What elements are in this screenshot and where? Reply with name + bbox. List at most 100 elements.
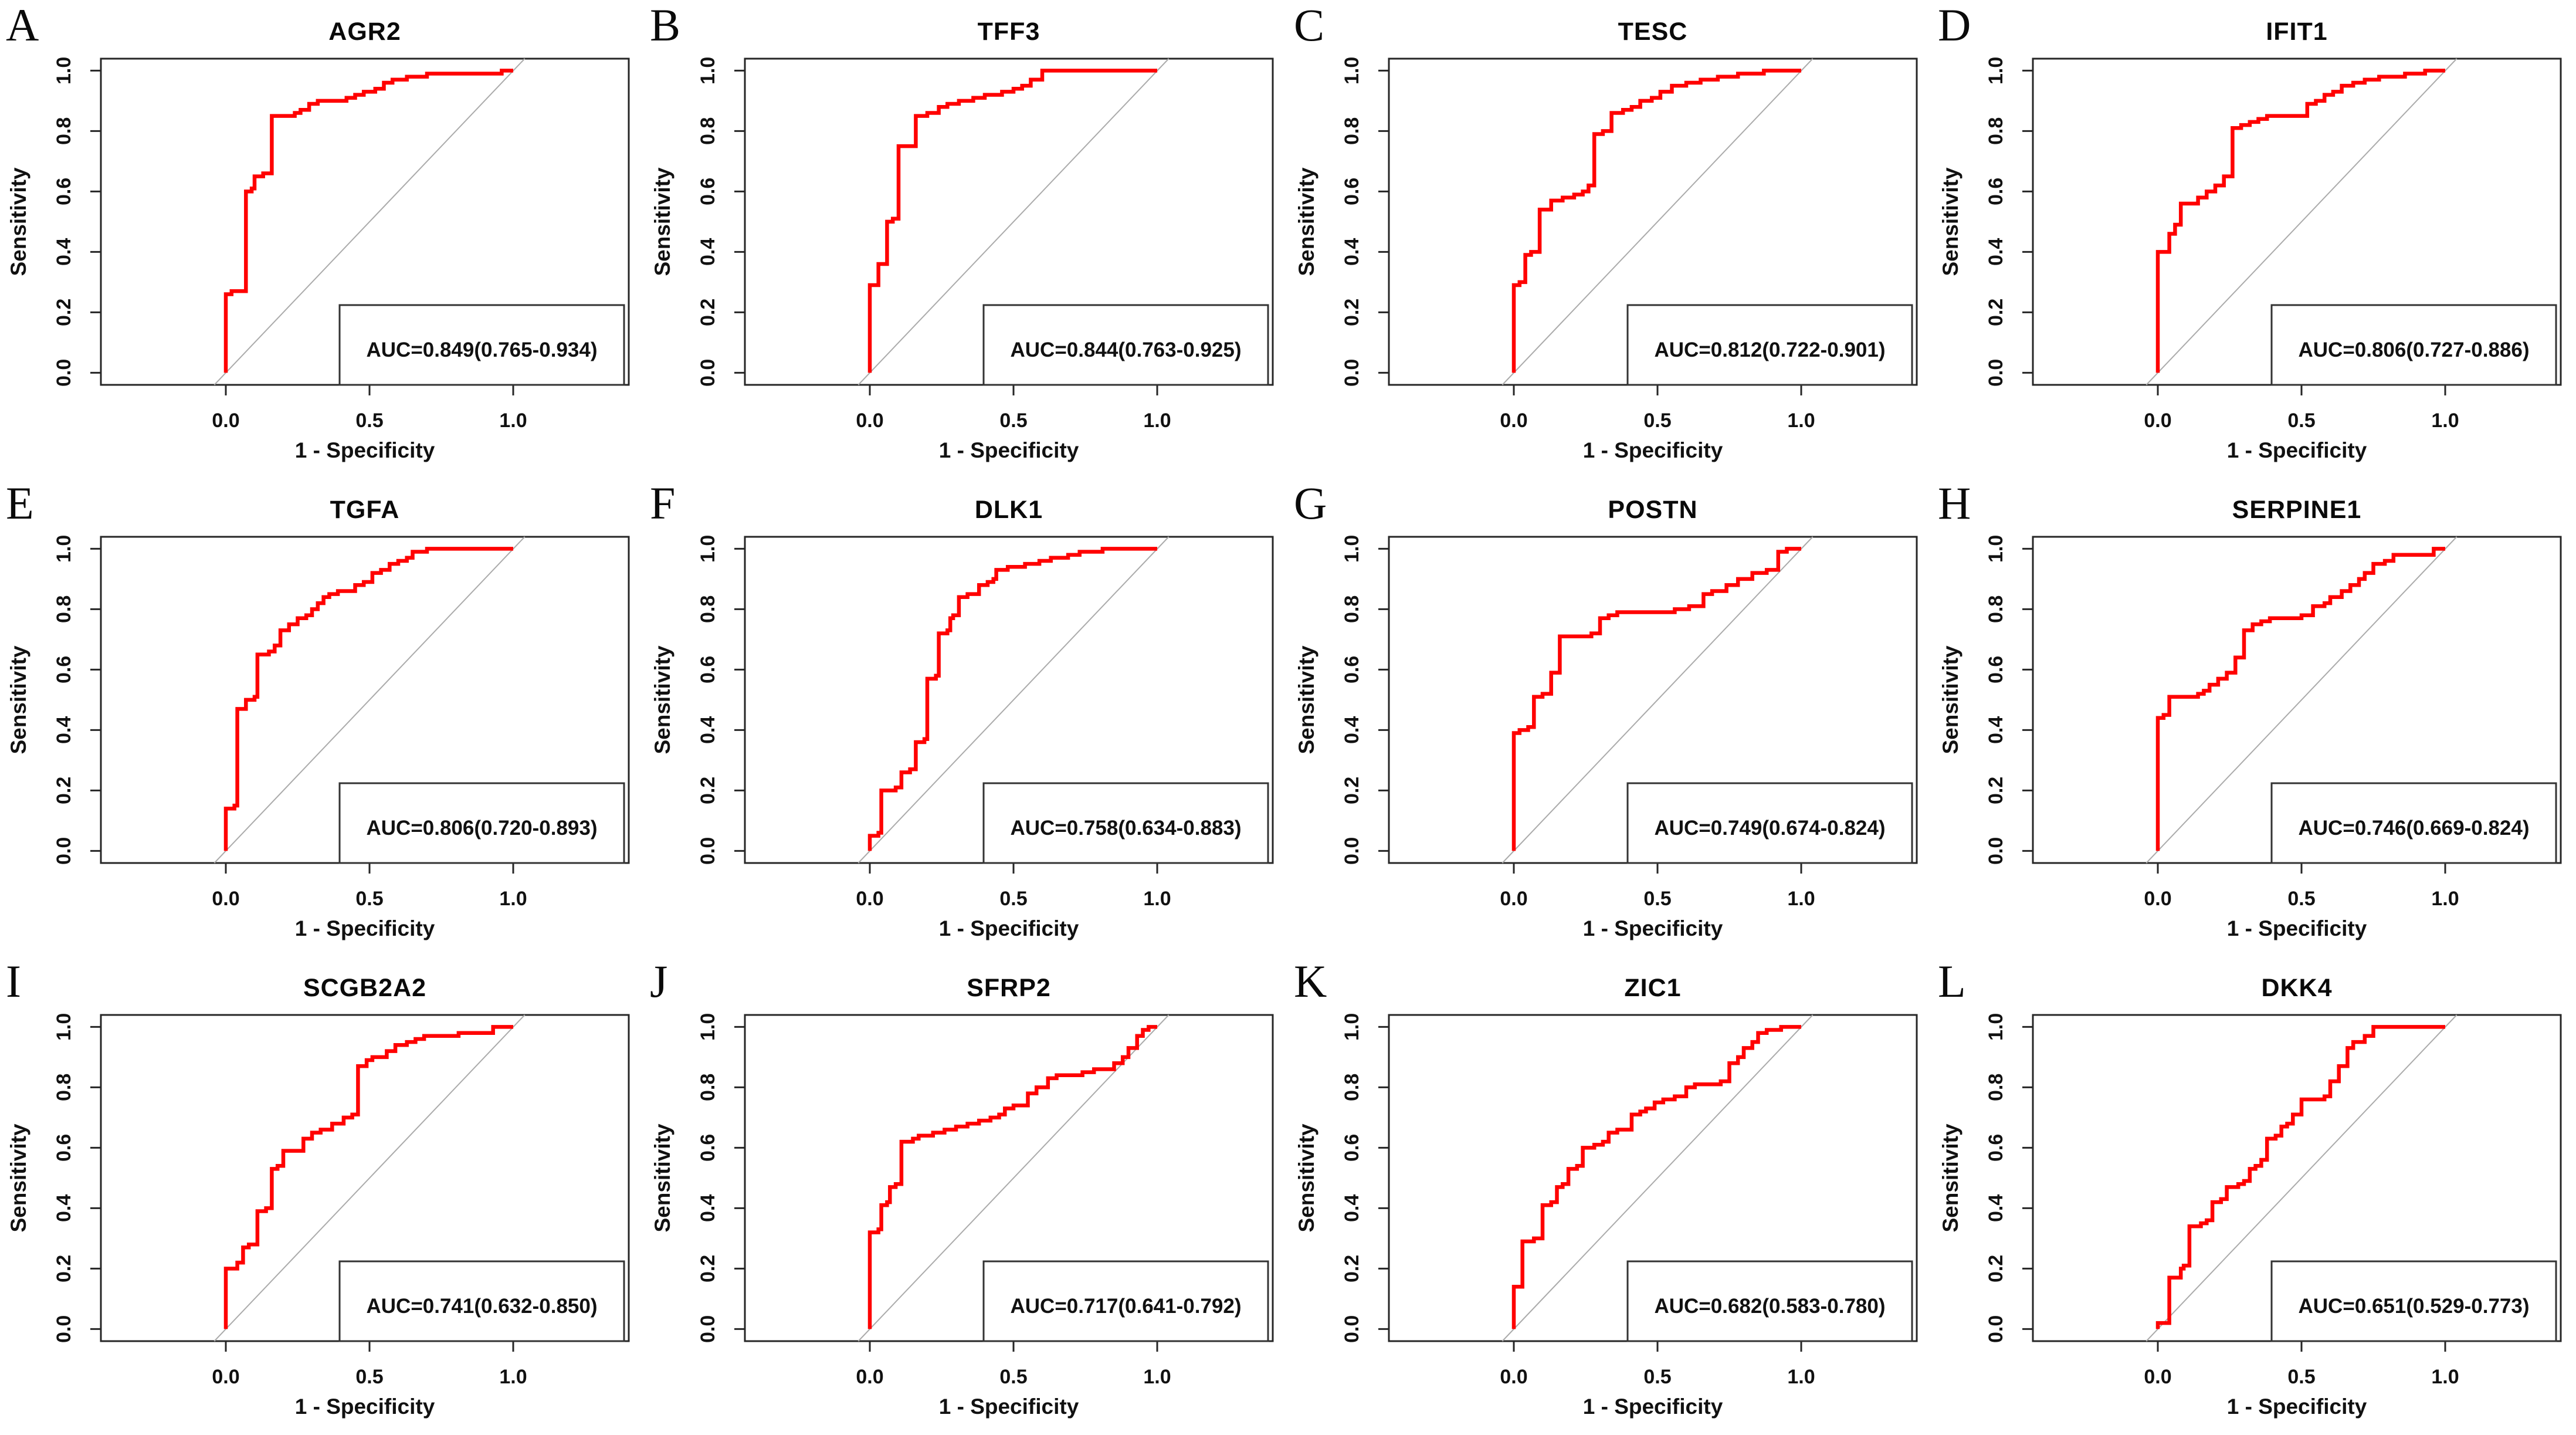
reference-line: [1501, 1014, 1814, 1342]
roc-panel: 0.0 0.5 1.0 0.0 0.2 0.4 0.6 0.8 1.0 1 - Specifici…: [644, 0, 1288, 478]
panel-title: DLK1: [974, 496, 1043, 524]
x-tick-label: 1.0: [1787, 888, 1815, 910]
y-tick-label: 0.0: [1985, 837, 2007, 865]
y-tick-label: 0.2: [1985, 299, 2007, 326]
auc-box: [2270, 1260, 2557, 1342]
y-tick-label: 0.6: [53, 656, 75, 683]
roc-panel: 0.0 0.5 1.0 0.0 0.2 0.4 0.6 0.8 1.0 1 - Specifici…: [0, 0, 644, 478]
y-tick-label: 0.8: [1985, 595, 2007, 623]
roc-curve: [2155, 1025, 2445, 1329]
auc-label: AUC=0.682(0.583-0.780): [1655, 1295, 1886, 1318]
x-tick-label: 0.5: [1643, 409, 1671, 432]
y-tick-label: 0.8: [1341, 595, 1363, 623]
roc-panel: 0.0 0.5 1.0 0.0 0.2 0.4 0.6 0.8 1.0 1 - Specifici…: [1932, 478, 2576, 956]
x-axis-label: 1 - Specificity: [295, 1395, 435, 1419]
y-axis-label: Sensitivity: [1938, 167, 1962, 276]
y-tick-label: 0.4: [53, 1194, 75, 1222]
y-tick-label: 1.0: [697, 535, 719, 563]
y-axis-label: Sensitivity: [1938, 1123, 1962, 1232]
x-tick-label: 0.5: [355, 409, 383, 432]
y-axis-label: Sensitivity: [650, 167, 674, 276]
roc-curve: [1511, 1025, 1801, 1329]
x-axis-label: 1 - Specificity: [2227, 916, 2367, 940]
roc-curve: [223, 69, 513, 373]
roc-plot: 0.0 0.5 1.0 0.0 0.2 0.4 0.6 0.8 1.0 1 - Specifici…: [1294, 535, 1918, 940]
roc-plot: 0.0 0.5 1.0 0.0 0.2 0.4 0.6 0.8 1.0 1 - Specifici…: [650, 535, 1274, 940]
y-axis-label: Sensitivity: [6, 167, 30, 276]
x-tick-label: 1.0: [2431, 1366, 2459, 1388]
y-tick-label: 0.8: [1341, 1074, 1363, 1101]
panel-letter: D: [1938, 0, 1971, 50]
x-tick-label: 0.0: [856, 409, 883, 432]
roc-panel: 0.0 0.5 1.0 0.0 0.2 0.4 0.6 0.8 1.0 1 - Specifici…: [0, 956, 644, 1434]
auc-box: [2270, 304, 2557, 386]
y-tick-label: 1.0: [1985, 57, 2007, 84]
roc-plot: 0.0 0.5 1.0 0.0 0.2 0.4 0.6 0.8 1.0 1 - Specifici…: [1938, 1013, 2562, 1419]
reference-line: [1501, 58, 1814, 385]
roc-plot: 0.0 0.5 1.0 0.0 0.2 0.4 0.6 0.8 1.0 1 - Specifici…: [6, 1013, 630, 1419]
y-tick-label: 1.0: [697, 57, 719, 84]
auc-box: [338, 304, 625, 386]
roc-plot: 0.0 0.5 1.0 0.0 0.2 0.4 0.6 0.8 1.0 1 - Specifici…: [1294, 1013, 1918, 1419]
x-tick-label: 0.5: [999, 409, 1027, 432]
auc-label: AUC=0.849(0.765-0.934): [367, 339, 598, 361]
auc-label: AUC=0.806(0.727-0.886): [2299, 339, 2530, 361]
panel-letter: E: [6, 478, 34, 529]
y-tick-label: 0.4: [53, 238, 75, 266]
roc-panel: 0.0 0.5 1.0 0.0 0.2 0.4 0.6 0.8 1.0 1 - Specifici…: [1288, 478, 1932, 956]
y-tick-label: 0.6: [697, 1134, 719, 1162]
y-tick-label: 0.2: [1985, 1255, 2007, 1282]
panel-title: SFRP2: [967, 974, 1051, 1002]
y-tick-label: 0.2: [697, 299, 719, 326]
roc-panel: 0.0 0.5 1.0 0.0 0.2 0.4 0.6 0.8 1.0 1 - Specifici…: [0, 478, 644, 956]
auc-box: [1626, 304, 1913, 386]
x-tick-label: 0.0: [2144, 888, 2171, 910]
x-tick-label: 1.0: [2431, 888, 2459, 910]
x-tick-label: 0.5: [1643, 888, 1671, 910]
y-tick-label: 0.2: [1341, 1255, 1363, 1282]
x-tick-label: 0.5: [2287, 409, 2315, 432]
y-tick-label: 0.6: [1341, 656, 1363, 683]
x-tick-label: 0.5: [355, 1366, 383, 1388]
y-tick-label: 0.6: [1341, 1134, 1363, 1162]
panel-title: TGFA: [330, 496, 400, 524]
panel-title: AGR2: [328, 18, 401, 46]
x-tick-label: 0.0: [1500, 409, 1527, 432]
x-tick-label: 0.5: [1643, 1366, 1671, 1388]
y-tick-label: 0.0: [697, 359, 719, 387]
y-tick-label: 0.0: [1985, 1315, 2007, 1343]
x-tick-label: 0.0: [212, 409, 239, 432]
panel-title: TESC: [1618, 18, 1688, 46]
panel-letter: A: [6, 0, 39, 50]
y-tick-label: 0.4: [697, 1194, 719, 1222]
auc-label: AUC=0.806(0.720-0.893): [367, 817, 598, 840]
x-tick-label: 0.0: [1500, 888, 1527, 910]
roc-curve: [1511, 547, 1801, 851]
panel-letter: H: [1938, 478, 1971, 529]
y-tick-label: 0.6: [1985, 178, 2007, 205]
y-tick-label: 0.0: [1341, 1315, 1363, 1343]
y-tick-label: 1.0: [53, 57, 75, 84]
y-tick-label: 0.6: [53, 1134, 75, 1162]
y-tick-label: 0.0: [53, 837, 75, 865]
auc-box: [982, 782, 1269, 864]
reference-line: [213, 58, 526, 385]
panel-letter: K: [1294, 956, 1327, 1007]
reference-line: [2145, 536, 2458, 864]
y-tick-label: 0.2: [53, 1255, 75, 1282]
reference-line: [857, 1014, 1170, 1342]
y-tick-label: 1.0: [53, 535, 75, 563]
y-axis-label: Sensitivity: [1294, 167, 1318, 276]
x-tick-label: 1.0: [1143, 1366, 1171, 1388]
panel-title: DKK4: [2261, 974, 2333, 1002]
y-tick-label: 0.0: [697, 1315, 719, 1343]
x-tick-label: 1.0: [1143, 409, 1171, 432]
y-tick-label: 0.6: [53, 178, 75, 205]
x-tick-label: 1.0: [1143, 888, 1171, 910]
x-tick-label: 0.5: [355, 888, 383, 910]
roc-plot: 0.0 0.5 1.0 0.0 0.2 0.4 0.6 0.8 1.0 1 - Specifici…: [6, 535, 630, 940]
y-axis-label: Sensitivity: [6, 645, 30, 754]
y-tick-label: 0.2: [1341, 777, 1363, 804]
roc-plot: 0.0 0.5 1.0 0.0 0.2 0.4 0.6 0.8 1.0 1 - Specifici…: [1294, 57, 1918, 462]
roc-curve: [2155, 69, 2445, 373]
